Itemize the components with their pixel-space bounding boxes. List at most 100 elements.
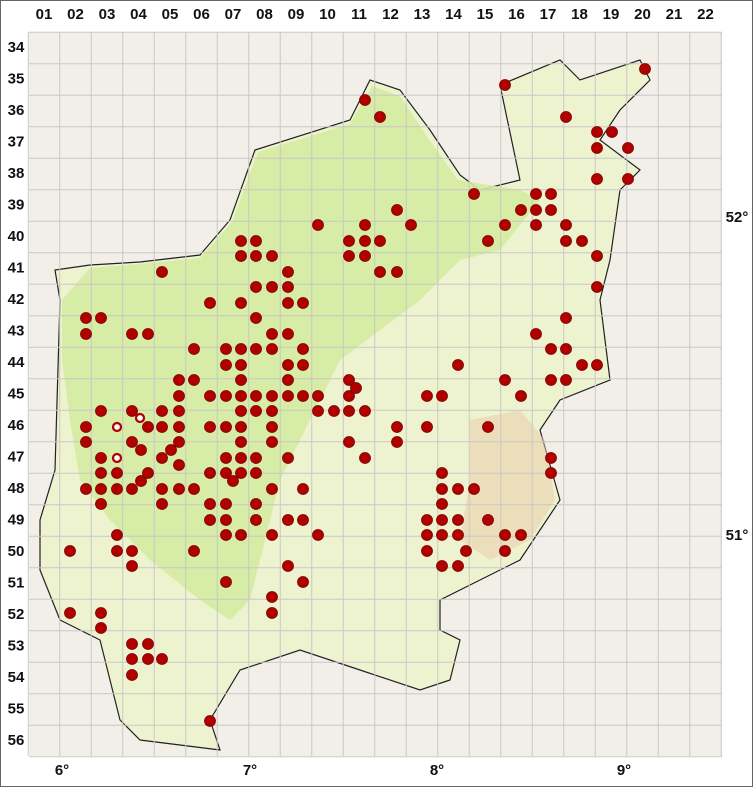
record-dot — [220, 359, 232, 371]
record-dot — [142, 653, 154, 665]
record-dot — [204, 498, 216, 510]
record-dot — [220, 390, 232, 402]
record-dot — [391, 436, 403, 448]
record-dot — [173, 390, 185, 402]
record-dot — [235, 297, 247, 309]
record-dot — [235, 374, 247, 386]
record-dot — [297, 483, 309, 495]
record-dot — [64, 607, 76, 619]
record-dot — [421, 514, 433, 526]
longitude-label: 7° — [243, 762, 257, 779]
column-label: 15 — [477, 6, 494, 23]
column-label: 19 — [603, 6, 620, 23]
column-label: 06 — [193, 6, 210, 23]
record-dot — [359, 250, 371, 262]
column-label: 04 — [130, 6, 147, 23]
record-dot — [374, 235, 386, 247]
record-dot — [421, 529, 433, 541]
record-dot — [266, 591, 278, 603]
record-dot — [452, 359, 464, 371]
record-dot — [135, 444, 147, 456]
record-dot — [126, 653, 138, 665]
record-dot — [235, 529, 247, 541]
record-dot — [165, 444, 177, 456]
record-dot — [436, 483, 448, 495]
record-dot — [515, 390, 527, 402]
record-dot — [452, 560, 464, 572]
record-dot — [282, 390, 294, 402]
latitude-label: 52° — [726, 209, 749, 226]
record-dot — [188, 343, 200, 355]
column-label: 21 — [666, 6, 683, 23]
record-dot — [282, 514, 294, 526]
row-label: 51 — [8, 574, 25, 591]
record-dot — [142, 467, 154, 479]
record-dot — [499, 529, 511, 541]
record-dot — [359, 219, 371, 231]
row-label: 45 — [8, 385, 25, 402]
record-dot — [297, 359, 309, 371]
record-dot — [156, 452, 168, 464]
record-dot-open — [111, 421, 123, 433]
record-dot — [250, 281, 262, 293]
column-label: 03 — [99, 6, 116, 23]
record-dot — [95, 622, 107, 634]
record-dot — [111, 529, 123, 541]
record-dot — [560, 343, 572, 355]
record-dot — [235, 405, 247, 417]
record-dot — [80, 312, 92, 324]
record-dot — [591, 142, 603, 154]
record-dot — [328, 405, 340, 417]
record-dot — [359, 452, 371, 464]
row-label: 46 — [8, 417, 25, 434]
record-dot — [421, 390, 433, 402]
record-dot — [250, 343, 262, 355]
row-label: 53 — [8, 637, 25, 654]
record-dot — [95, 607, 107, 619]
record-dot — [188, 374, 200, 386]
record-dot — [452, 514, 464, 526]
record-dot — [436, 514, 448, 526]
record-dot — [545, 452, 557, 464]
record-dot — [266, 328, 278, 340]
record-dot — [235, 467, 247, 479]
record-dot — [545, 343, 557, 355]
record-dot — [173, 421, 185, 433]
record-dot — [266, 436, 278, 448]
record-dot — [560, 374, 572, 386]
record-dot — [250, 514, 262, 526]
record-dot — [391, 266, 403, 278]
row-label: 42 — [8, 291, 25, 308]
record-dot — [126, 669, 138, 681]
record-dot — [173, 405, 185, 417]
record-dot — [436, 498, 448, 510]
record-dot — [266, 607, 278, 619]
record-dot — [452, 483, 464, 495]
record-dot — [530, 219, 542, 231]
record-dot — [576, 235, 588, 247]
record-dot — [250, 250, 262, 262]
record-dot — [173, 483, 185, 495]
record-dot — [499, 79, 511, 91]
record-dot — [142, 328, 154, 340]
row-label: 52 — [8, 606, 25, 623]
record-dot — [250, 452, 262, 464]
column-label: 09 — [288, 6, 305, 23]
record-dot — [452, 529, 464, 541]
record-dot — [126, 545, 138, 557]
record-dot — [421, 545, 433, 557]
record-dot — [591, 359, 603, 371]
record-dot — [591, 250, 603, 262]
record-dot — [499, 374, 511, 386]
record-dot — [591, 173, 603, 185]
record-dot — [220, 467, 232, 479]
record-dot — [460, 545, 472, 557]
record-dot — [220, 514, 232, 526]
record-dot — [250, 498, 262, 510]
column-label: 02 — [67, 6, 84, 23]
record-dot — [282, 297, 294, 309]
record-dot — [297, 297, 309, 309]
record-dot — [204, 715, 216, 727]
record-dot — [235, 436, 247, 448]
record-dot — [204, 297, 216, 309]
